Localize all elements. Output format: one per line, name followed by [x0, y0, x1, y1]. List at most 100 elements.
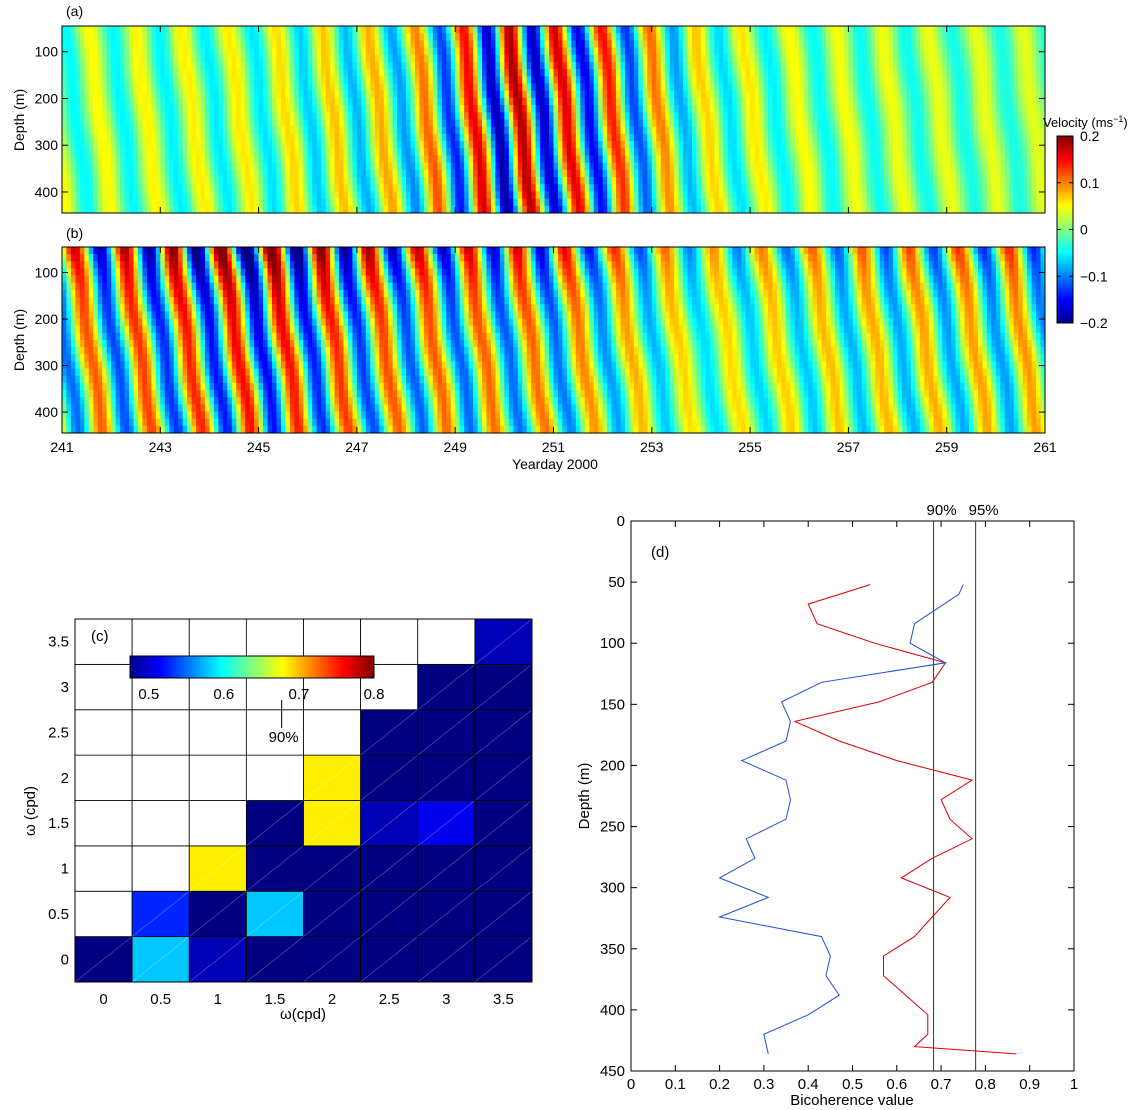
velocity-cell	[764, 26, 769, 34]
velocity-cell	[446, 184, 451, 192]
velocity-cell	[361, 120, 366, 128]
velocity-cell	[437, 55, 442, 63]
velocity-cell	[576, 112, 581, 120]
velocity-cell	[250, 26, 255, 34]
velocity-cell	[160, 112, 165, 120]
velocity-cell	[147, 184, 152, 192]
velocity-cell	[107, 141, 112, 149]
velocity-cell	[223, 62, 228, 70]
velocity-cell	[201, 40, 206, 48]
velocity-cell	[598, 134, 603, 142]
velocity-cell	[558, 177, 563, 185]
velocity-cell	[799, 84, 804, 92]
velocity-cell	[326, 84, 331, 92]
velocity-cell	[996, 76, 1001, 84]
velocity-cell	[89, 120, 94, 128]
velocity-cell	[411, 141, 416, 149]
velocity-cell	[218, 127, 223, 135]
velocity-cell	[629, 105, 634, 113]
velocity-cell	[464, 155, 469, 163]
velocity-cell	[133, 148, 138, 156]
velocity-cell	[370, 62, 375, 70]
velocity-cell	[857, 155, 862, 163]
velocity-cell	[737, 98, 742, 106]
velocity-cell	[442, 55, 447, 63]
velocity-cell	[486, 55, 491, 63]
velocity-cell	[62, 134, 67, 142]
velocity-cell	[580, 48, 585, 56]
velocity-cell	[862, 105, 867, 113]
velocity-cell	[942, 33, 947, 41]
velocity-cell	[951, 163, 956, 171]
velocity-cell	[536, 76, 541, 84]
velocity-cell	[589, 84, 594, 92]
velocity-cell	[741, 48, 746, 56]
velocity-cell	[84, 184, 89, 192]
velocity-cell	[835, 127, 840, 135]
velocity-cell	[987, 55, 992, 63]
velocity-cell	[397, 105, 402, 113]
velocity-cell	[576, 155, 581, 163]
velocity-cell	[616, 155, 621, 163]
velocity-cell	[799, 148, 804, 156]
velocity-cell	[388, 141, 393, 149]
velocity-cell	[857, 170, 862, 178]
velocity-cell	[116, 120, 121, 128]
velocity-cell	[348, 141, 353, 149]
velocity-cell	[750, 26, 755, 34]
velocity-cell	[741, 112, 746, 120]
velocity-cell	[969, 76, 974, 84]
velocity-cell	[433, 141, 438, 149]
velocity-cell	[777, 84, 782, 92]
velocity-cell	[201, 170, 206, 178]
velocity-cell	[701, 40, 706, 48]
velocity-cell	[133, 163, 138, 171]
velocity-cell	[518, 134, 523, 142]
velocity-cell	[281, 48, 286, 56]
velocity-cell	[853, 62, 858, 70]
velocity-cell	[236, 120, 241, 128]
velocity-cell	[656, 48, 661, 56]
velocity-cell	[156, 98, 161, 106]
velocity-cell	[656, 170, 661, 178]
velocity-cell	[326, 112, 331, 120]
velocity-cell	[344, 163, 349, 171]
velocity-cell	[629, 177, 634, 185]
velocity-cell	[290, 155, 295, 163]
velocity-cell	[862, 69, 867, 77]
velocity-cell	[951, 91, 956, 99]
velocity-cell	[554, 155, 559, 163]
velocity-cell	[558, 170, 563, 178]
velocity-cell	[638, 62, 643, 70]
velocity-cell	[728, 98, 733, 106]
velocity-cell	[826, 69, 831, 77]
velocity-cell	[723, 76, 728, 84]
velocity-cell	[93, 62, 98, 70]
velocity-cell	[308, 112, 313, 120]
velocity-cell	[714, 33, 719, 41]
velocity-cell	[862, 155, 867, 163]
velocity-cell	[303, 48, 308, 56]
velocity-cell	[723, 69, 728, 77]
velocity-cell	[1036, 120, 1041, 128]
velocity-cell	[263, 91, 268, 99]
velocity-cell	[933, 105, 938, 113]
velocity-cell	[111, 62, 116, 70]
velocity-cell	[464, 98, 469, 106]
velocity-cell	[871, 84, 876, 92]
velocity-cell	[214, 170, 219, 178]
velocity-cell	[205, 84, 210, 92]
velocity-cell	[911, 134, 916, 142]
velocity-cell	[647, 76, 652, 84]
velocity-cell	[178, 62, 183, 70]
velocity-cell	[397, 40, 402, 48]
velocity-cell	[285, 55, 290, 63]
velocity-cell	[93, 33, 98, 41]
velocity-cell	[482, 134, 487, 142]
velocity-cell	[218, 55, 223, 63]
velocity-cell	[746, 84, 751, 92]
velocity-cell	[857, 76, 862, 84]
velocity-cell	[705, 120, 710, 128]
velocity-cell	[875, 163, 880, 171]
velocity-cell	[607, 134, 612, 142]
